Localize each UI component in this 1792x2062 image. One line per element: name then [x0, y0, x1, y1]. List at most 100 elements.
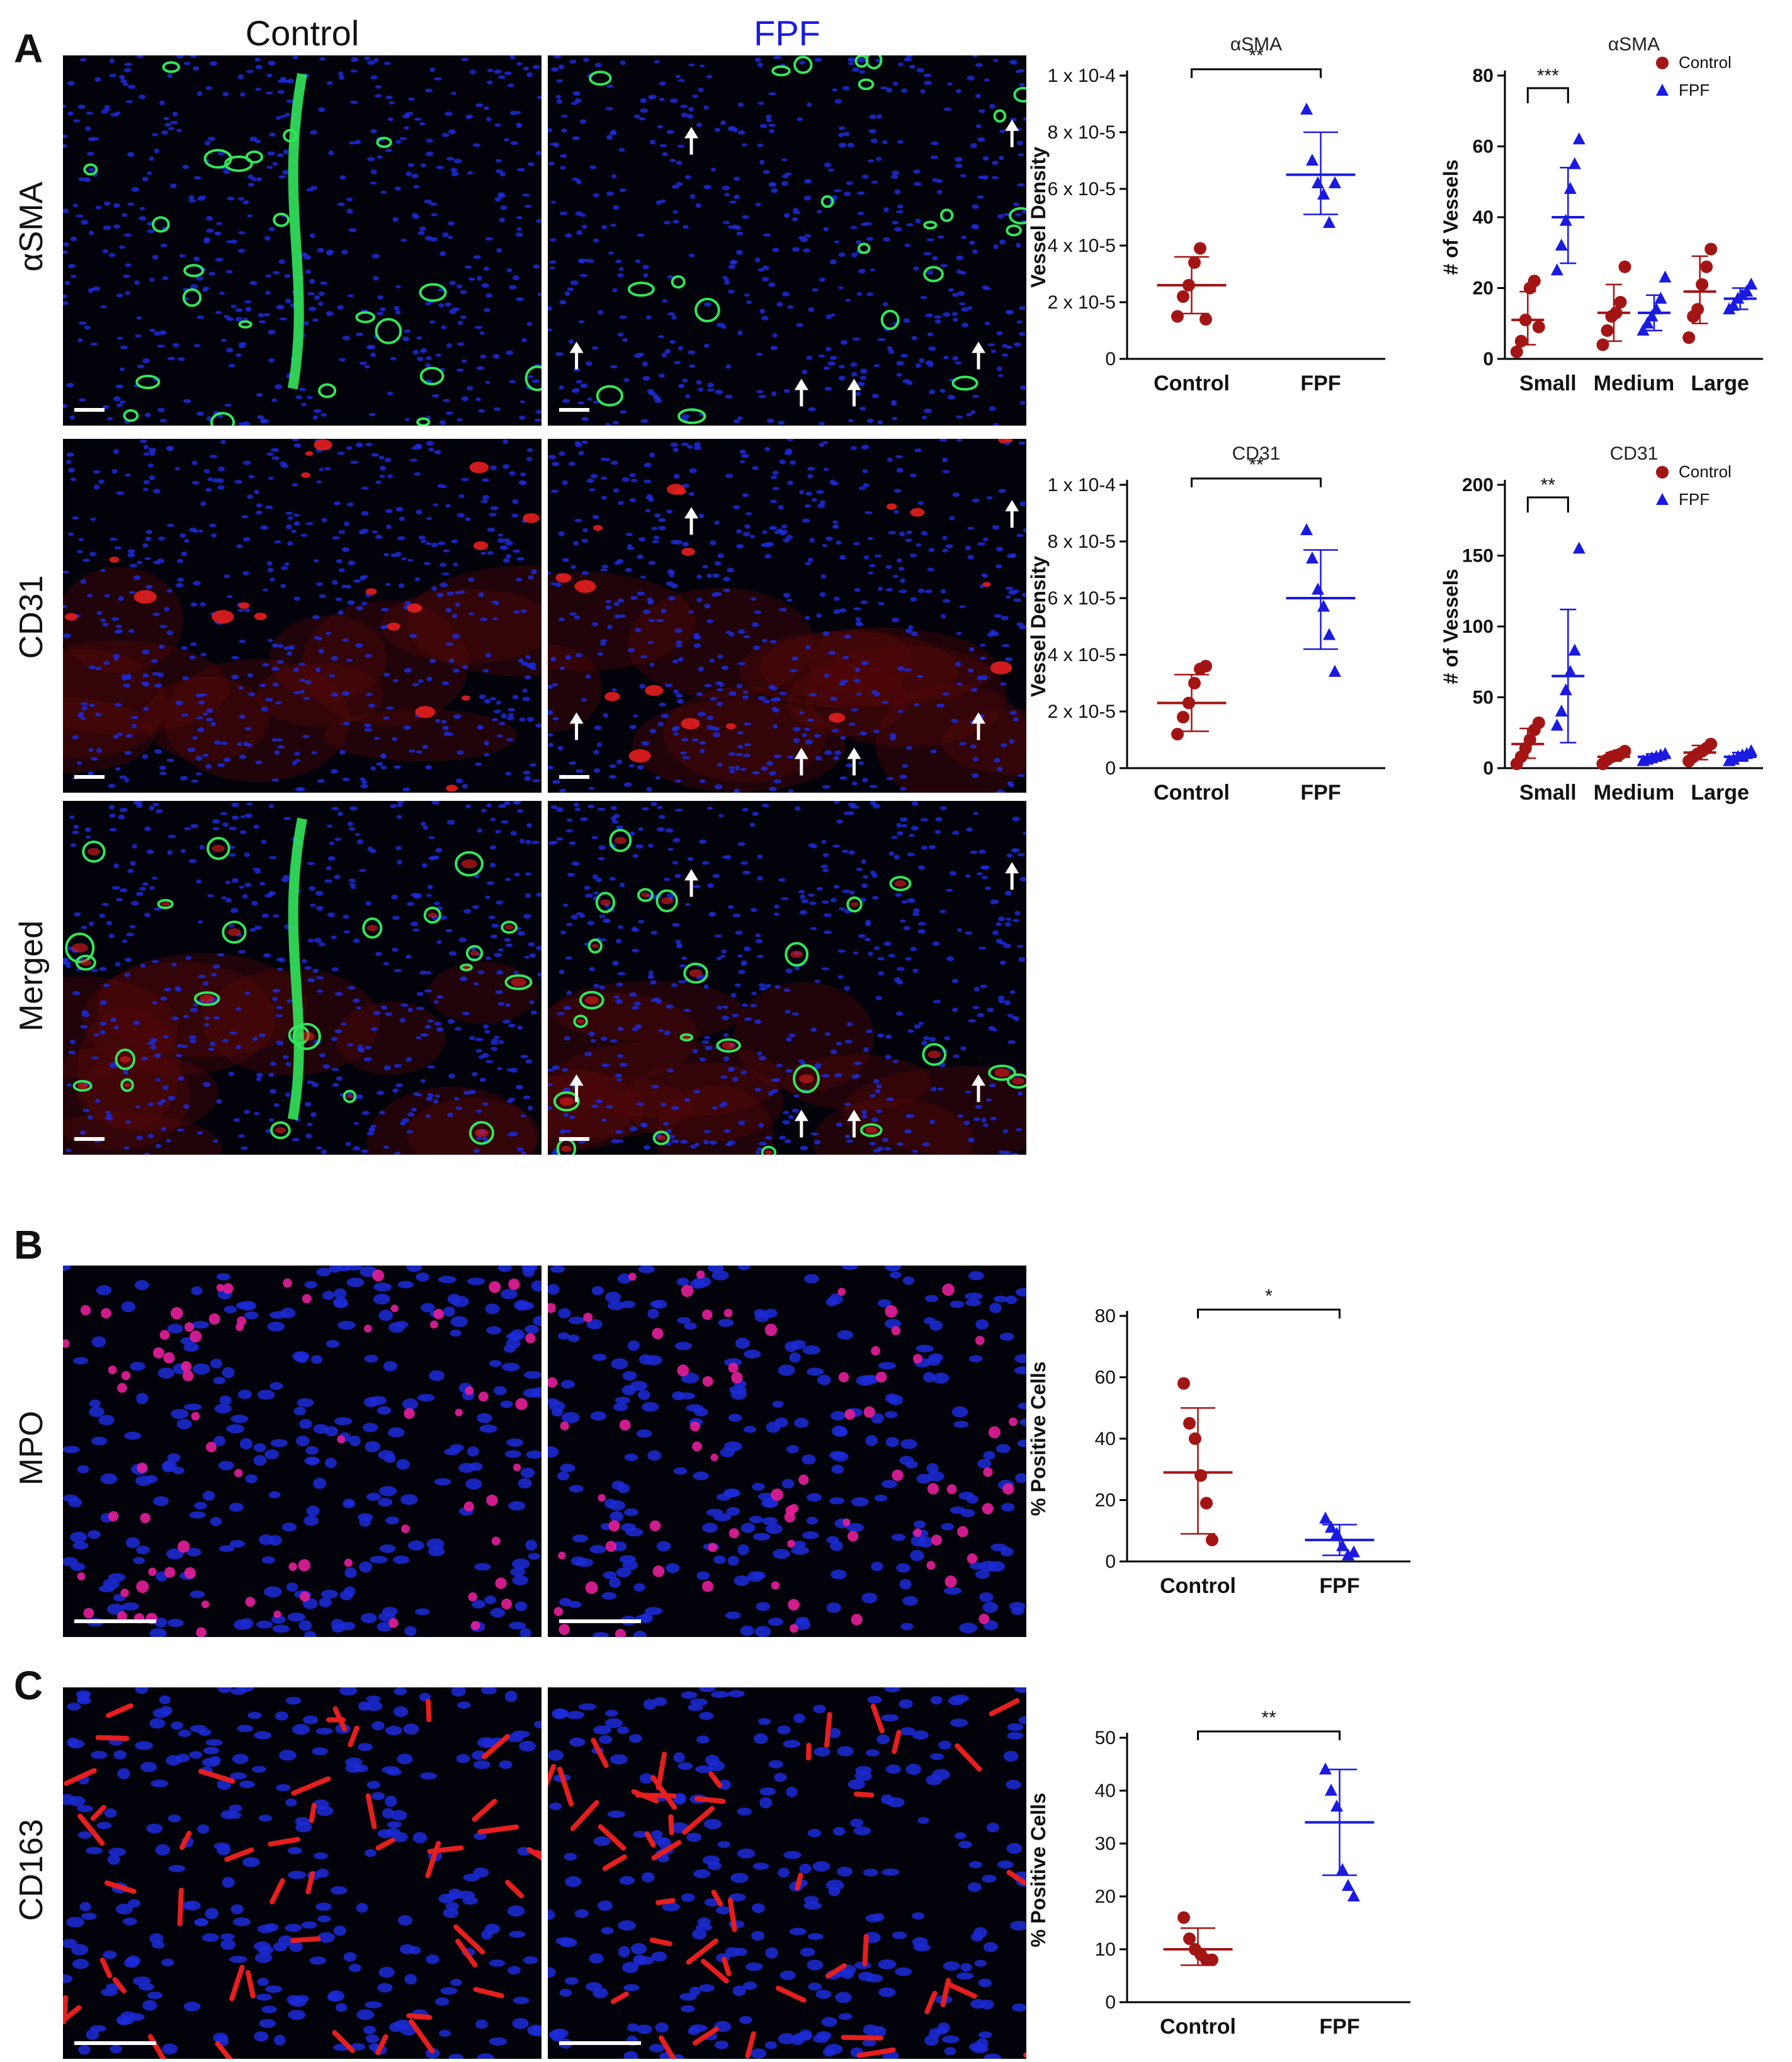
significance-label: ***: [1537, 65, 1559, 86]
micrograph-control-asma: [63, 55, 542, 426]
micrograph-fpf-merged: [548, 801, 1026, 1155]
micrograph-control-cd163: [63, 1687, 542, 2059]
legend-marker: [1656, 493, 1669, 505]
significance-bracket: [1528, 497, 1568, 513]
row-label-cd163: CD163: [13, 1738, 50, 2002]
row-label-merged: Merged: [13, 844, 50, 1108]
y-tick-label: 20: [1095, 1490, 1116, 1511]
significance-label: **: [1249, 455, 1264, 475]
data-point: [1323, 628, 1335, 640]
data-point: [1551, 719, 1563, 731]
x-tick-label: Large: [1691, 781, 1749, 805]
significance-label: *: [1265, 1286, 1273, 1306]
x-tick-label: FPF: [1319, 1574, 1359, 1598]
y-tick-label: 30: [1095, 1833, 1116, 1854]
y-tick-label: 20: [1095, 1886, 1116, 1907]
x-tick-label: Large: [1691, 371, 1749, 395]
data-point: [1312, 176, 1324, 188]
scale-bar-icon: [559, 775, 589, 779]
data-point: [1619, 745, 1631, 757]
y-tick-label: 40: [1095, 1429, 1116, 1449]
significance-bracket: [1198, 1731, 1340, 1740]
data-point: [1700, 261, 1713, 273]
data-point: [1704, 738, 1717, 751]
data-point: [1177, 1912, 1190, 1924]
data-point: [1568, 157, 1581, 169]
scale-bar-icon: [74, 1619, 156, 1623]
data-point: [1189, 1432, 1201, 1445]
data-point: [1342, 1879, 1354, 1891]
data-point: [1171, 310, 1184, 323]
data-point: [1182, 697, 1195, 710]
x-tick-label: Small: [1519, 781, 1577, 805]
y-axis-label: % Positive Cells: [1027, 1361, 1050, 1515]
y-tick-label: 0: [1483, 349, 1494, 370]
y-tick-label: 60: [1095, 1368, 1116, 1388]
data-point: [1177, 290, 1189, 303]
data-point: [1659, 271, 1672, 283]
micrograph-control-cd31: [63, 439, 542, 793]
y-tick-label: 50: [1095, 1728, 1116, 1748]
panel-letter-c: C: [14, 1662, 43, 1709]
data-point: [1306, 154, 1318, 166]
data-point: [1519, 314, 1532, 326]
significance-bracket: [1198, 1310, 1340, 1318]
significance-bracket: [1528, 88, 1568, 103]
data-point: [1200, 1497, 1213, 1509]
data-point: [1206, 1534, 1218, 1546]
legend-label: FPF: [1679, 490, 1710, 509]
data-point: [1515, 335, 1528, 348]
significance-bracket: [1192, 69, 1321, 78]
y-tick-label: 2 x 10-5: [1048, 701, 1116, 722]
data-point: [1317, 600, 1330, 612]
y-axis-label: % Positive Cells: [1027, 1793, 1050, 1947]
data-point: [1329, 176, 1341, 188]
significance-label: **: [1261, 1708, 1276, 1728]
data-point: [1682, 331, 1695, 344]
data-point: [1329, 665, 1341, 677]
data-point: [1564, 665, 1577, 677]
data-point: [1650, 302, 1663, 314]
y-tick-label: 40: [1095, 1781, 1116, 1801]
data-point: [1568, 643, 1581, 655]
data-point: [1306, 552, 1318, 564]
legend-label: FPF: [1679, 81, 1710, 99]
y-tick-label: 4 x 10-5: [1048, 645, 1116, 666]
scale-bar-icon: [74, 1137, 105, 1141]
significance-bracket: [1192, 479, 1321, 487]
y-tick-label: 100: [1462, 616, 1494, 637]
panel-letter-a: A: [14, 25, 43, 72]
micrograph-fpf-asma: [548, 55, 1026, 426]
significance-label: **: [1249, 45, 1264, 66]
data-point: [1319, 1512, 1332, 1524]
scale-bar-icon: [74, 408, 105, 412]
data-point: [1564, 182, 1577, 194]
data-point: [1183, 1417, 1196, 1430]
legend-marker: [1656, 57, 1669, 69]
y-tick-label: 4 x 10-5: [1048, 235, 1116, 256]
x-tick-label: Small: [1519, 371, 1577, 395]
y-tick-label: 2 x 10-5: [1048, 292, 1116, 313]
y-tick-label: 0: [1483, 758, 1494, 779]
data-point: [1601, 324, 1614, 337]
y-tick-label: 60: [1473, 137, 1494, 157]
x-tick-label: FPF: [1319, 2015, 1359, 2039]
data-point: [1528, 275, 1541, 287]
data-point: [1171, 728, 1184, 740]
y-tick-label: 0: [1105, 349, 1116, 370]
micrograph-control-merged: [63, 801, 542, 1155]
scale-bar-icon: [559, 2041, 641, 2045]
y-tick-label: 1 x 10-4: [1048, 475, 1116, 496]
data-point: [1555, 705, 1568, 717]
data-point: [1182, 279, 1195, 292]
chart-title: αSMA: [1608, 34, 1660, 55]
data-point: [1573, 132, 1585, 144]
y-tick-label: 80: [1095, 1306, 1116, 1327]
legend-marker: [1656, 466, 1669, 479]
data-point: [1183, 1932, 1196, 1945]
legend-label: Control: [1679, 462, 1732, 481]
y-tick-label: 8 x 10-5: [1048, 531, 1116, 552]
column-header-control: Control: [63, 13, 542, 54]
